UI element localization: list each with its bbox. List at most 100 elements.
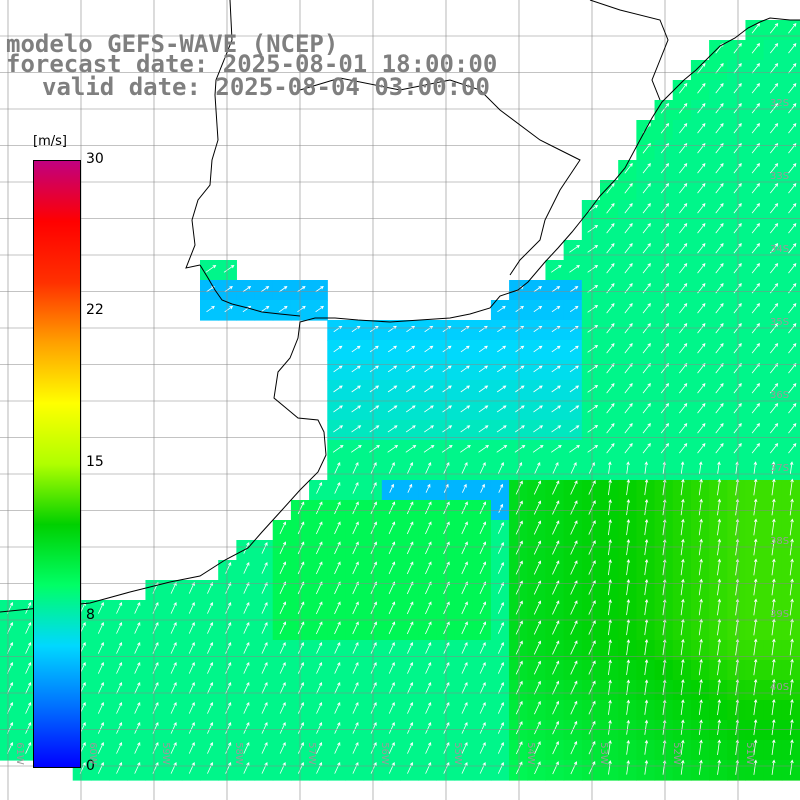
wind-speed-cell [509, 440, 528, 461]
latitude-label: 37S [770, 463, 790, 474]
wind-speed-cell [636, 400, 656, 421]
wind-arrow [25, 642, 32, 654]
wind-arrow [717, 658, 722, 676]
wind-arrow [624, 423, 633, 434]
wind-speed-cell [472, 440, 492, 461]
wind-arrow [225, 602, 232, 614]
wind-arrow [424, 425, 434, 433]
wind-arrow [97, 622, 104, 634]
wind-arrow [751, 183, 760, 194]
wind-arrow [261, 622, 268, 634]
wind-speed-cell [545, 280, 565, 301]
wind-speed-cell [527, 320, 547, 341]
wind-speed-cell [690, 180, 710, 201]
wind-arrow [626, 639, 631, 656]
wind-speed-cell [618, 260, 637, 281]
wind-arrow [316, 662, 323, 674]
wind-arrow [771, 759, 776, 775]
latitude-label: 38S [770, 536, 790, 547]
wind-speed-cell [654, 320, 674, 341]
wind-speed-cell [727, 80, 747, 101]
wind-arrow [370, 561, 377, 575]
wind-arrow [715, 203, 724, 214]
wind-arrow [698, 598, 703, 616]
wind-arrow [369, 365, 379, 373]
wind-arrow [552, 500, 560, 515]
wind-arrow [407, 483, 413, 493]
wind-arrow [315, 521, 323, 535]
wind-arrow [460, 365, 470, 373]
valid-date: valid date: 2025-08-04 03:00:00 [42, 73, 490, 101]
wind-arrow [297, 286, 306, 293]
wind-arrow [479, 722, 486, 734]
wind-arrow [460, 405, 471, 413]
wind-arrow [406, 345, 416, 353]
wind-arrow [606, 223, 615, 234]
border-line-north [589, 0, 669, 101]
wind-speed-cell [545, 340, 565, 361]
wind-arrow [478, 385, 489, 393]
wind-arrow [515, 365, 525, 373]
wind-speed-cell [672, 180, 692, 201]
wind-arrow [789, 719, 794, 736]
wind-arrow [771, 739, 776, 755]
wind-arrow [771, 518, 776, 536]
wind-speed-cell [709, 280, 728, 301]
wind-arrow [352, 682, 359, 694]
wind-arrow [624, 343, 633, 354]
wind-arrow [753, 558, 758, 576]
wind-arrow [606, 263, 615, 274]
wind-arrow [316, 642, 323, 654]
wind-arrow [370, 501, 377, 515]
wind-arrow [644, 478, 649, 496]
wind-arrow [460, 444, 471, 453]
wind-arrow [297, 305, 306, 313]
wind-speed-cell [509, 340, 528, 361]
wind-arrow [552, 540, 560, 555]
wind-speed-cell [745, 80, 765, 101]
wind-arrow [407, 722, 414, 734]
wind-speed-cell [690, 380, 710, 401]
wind-speed-cell [490, 340, 510, 361]
wind-arrow [717, 678, 722, 696]
wind-speed-cell [745, 440, 765, 461]
wind-speed-cell [709, 200, 728, 221]
wind-speed-cell [400, 420, 419, 441]
wind-arrow [698, 558, 703, 576]
wind-arrow [753, 478, 758, 496]
wind-arrow [405, 444, 417, 453]
wind-arrow [261, 762, 268, 774]
wind-arrow [497, 462, 504, 474]
wind-speed-cell [690, 360, 710, 381]
wind-arrow [715, 323, 724, 334]
wind-arrow [642, 263, 651, 274]
wind-arrow [717, 578, 722, 596]
wind-arrow [533, 286, 543, 293]
wind-arrow [789, 759, 794, 775]
wind-arrow [387, 365, 398, 373]
wind-arrow [261, 602, 268, 614]
wind-speed-cell [509, 300, 528, 321]
wind-arrow [751, 403, 760, 414]
wind-arrow [644, 498, 649, 516]
wind-speed-cell [600, 360, 619, 381]
wind-arrow [170, 682, 177, 694]
wind-arrow [497, 722, 504, 734]
wind-arrow [261, 642, 268, 654]
wind-arrow [642, 403, 651, 414]
wind-arrow [515, 305, 525, 313]
wind-speed-cell [509, 380, 528, 401]
wind-speed-cell [618, 360, 637, 381]
wind-speed-cell [618, 400, 637, 421]
wind-arrow [788, 443, 797, 454]
wind-arrow [606, 403, 615, 414]
wind-arrow [608, 519, 612, 536]
wind-arrow [388, 682, 395, 694]
wind-arrow [242, 286, 252, 293]
wind-arrow [297, 662, 304, 674]
wind-arrow [334, 501, 341, 515]
wind-arrow [771, 618, 776, 636]
wind-arrow [697, 123, 706, 134]
wind-speed-cell [418, 340, 437, 361]
wind-arrow [626, 479, 631, 496]
